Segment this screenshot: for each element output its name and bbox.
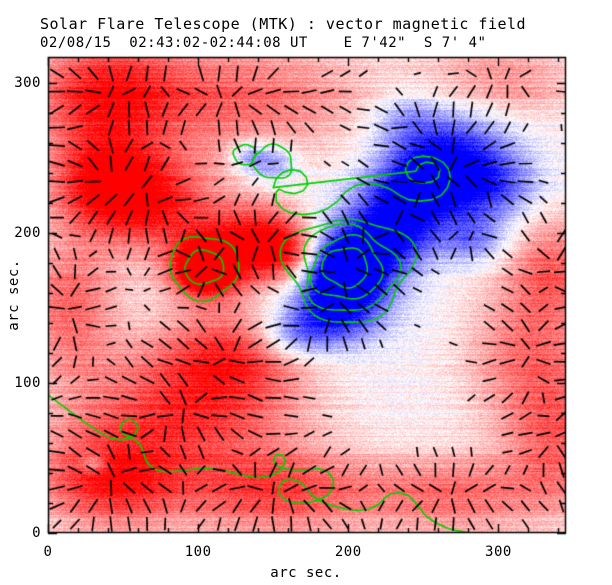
y-tick-label: 0 [32,525,41,541]
y-tick-label: 100 [14,374,41,391]
x-tick-label: 0 [43,544,53,560]
y-tick-label: 200 [14,224,41,241]
y-tick-label: 300 [14,74,41,91]
x-tick-label: 200 [334,544,362,560]
x-tick-label: 300 [485,544,512,560]
plot-title-line-2: 02/08/15 02:43:02-02:44:08 UT E 7'42" S … [40,35,487,51]
x-tick-label: 100 [184,544,212,560]
x-axis-title: arc sec. [270,565,342,581]
y-axis-title: arc sec. [6,259,22,331]
plot-title-line-1: Solar Flare Telescope (MTK) : vector mag… [40,15,527,33]
